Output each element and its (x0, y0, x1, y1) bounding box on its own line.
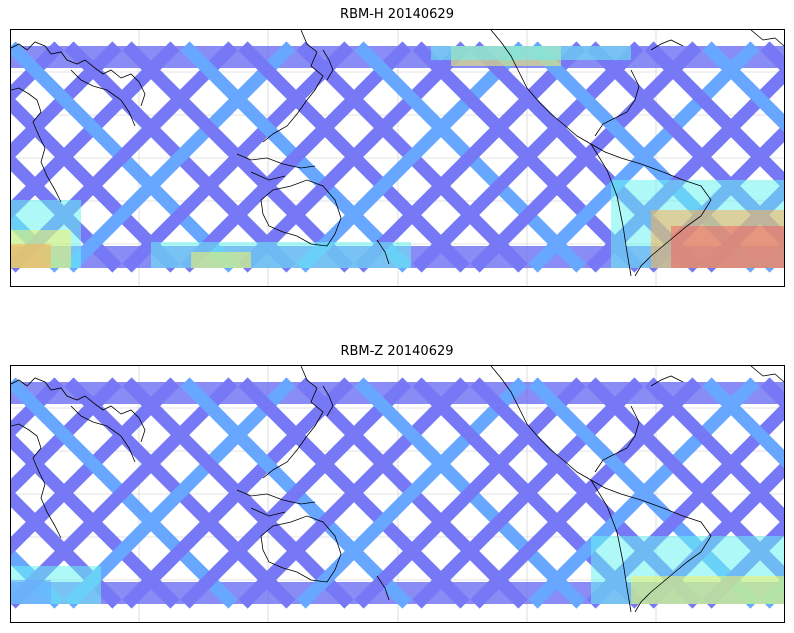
map-rbm-h (10, 29, 785, 287)
map-rbm-z (10, 365, 785, 623)
coastlines (11, 366, 784, 613)
panel-title: RBM-H 20140629 (340, 7, 454, 22)
map-canvas (11, 30, 784, 286)
panel-title: RBM-Z 20140629 (340, 344, 454, 359)
satellite-tracks (11, 377, 784, 609)
map-canvas (11, 366, 784, 622)
coastlines (11, 30, 784, 277)
satellite-tracks (11, 41, 784, 273)
